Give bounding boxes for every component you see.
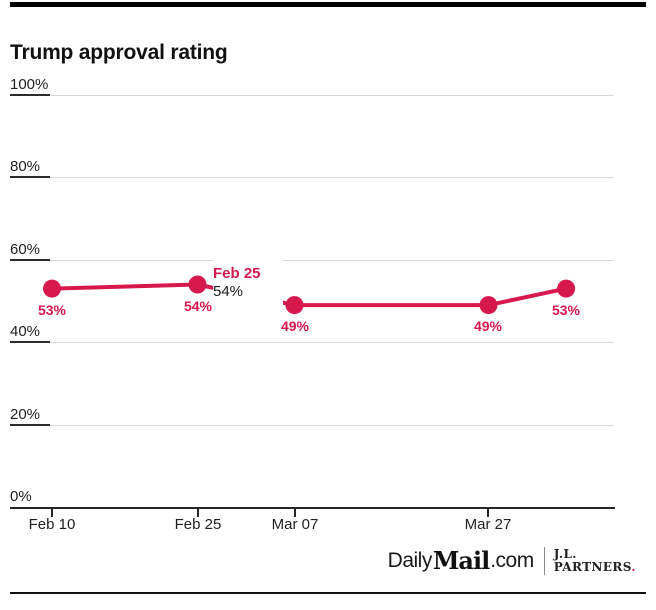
point-value-label-4: 53% [551, 302, 581, 318]
y-axis-label-60: 60% [10, 241, 41, 258]
jl-partners-line2: PARTNERS [553, 559, 632, 574]
data-point-mar-07[interactable] [285, 296, 304, 315]
gridline-100 [10, 95, 614, 96]
y-axis-label-20: 20% [10, 406, 41, 423]
y-tick-mark-60 [10, 259, 50, 261]
tooltip: Feb 25 54% [213, 252, 283, 310]
x-axis-label-feb-10: Feb 10 [28, 516, 76, 533]
x-tick-mark-1 [197, 508, 199, 517]
page-title: Trump approval rating [10, 41, 228, 65]
x-tick-mark-3 [487, 508, 489, 517]
x-tick-mark-0 [51, 508, 53, 517]
gridline-20 [10, 425, 614, 426]
tooltip-date-label: Feb 25 [213, 265, 261, 282]
y-axis-label-0: 0% [10, 488, 32, 505]
data-point-mar-27[interactable] [479, 296, 498, 315]
x-axis-label-feb-25: Feb 25 [174, 516, 222, 533]
y-axis-label-100: 100% [10, 76, 49, 93]
data-point-feb-25[interactable] [188, 275, 207, 294]
footer-branding: Daily Mail .com J.L. PARTNERS. [388, 546, 636, 575]
x-tick-mark-2 [294, 508, 296, 517]
dailymail-logo-mail: Mail [432, 546, 490, 575]
data-point-4[interactable] [557, 279, 576, 298]
y-axis-label-40: 40% [10, 323, 41, 340]
gridline-60 [10, 260, 614, 261]
point-value-label-0: 53% [37, 302, 67, 318]
y-axis-label-80: 80% [10, 158, 41, 175]
data-point-feb-10[interactable] [43, 279, 61, 298]
bottom-border-rule [10, 592, 646, 594]
dailymail-logo-dotcom: .com [490, 548, 534, 572]
point-value-label-3: 49% [473, 318, 503, 334]
x-axis-line [10, 507, 615, 509]
point-value-label-2: 49% [280, 318, 310, 334]
y-tick-mark-40 [10, 341, 50, 343]
x-axis-label-mar-27: Mar 27 [464, 516, 512, 533]
y-tick-mark-80 [10, 176, 50, 178]
gridline-40 [10, 342, 614, 343]
jl-partners-logo: J.L. PARTNERS. [553, 546, 636, 574]
jl-partners-red-period: . [631, 559, 636, 574]
top-border-bar [10, 2, 646, 7]
tooltip-value-label: 54% [213, 283, 244, 300]
footer-divider [543, 546, 545, 575]
x-axis-label-mar-07: Mar 07 [271, 516, 319, 533]
gridline-80 [10, 177, 614, 178]
jl-partners-line1: J.L. [553, 546, 577, 561]
dailymail-logo-daily: Daily [387, 548, 433, 572]
y-tick-mark-20 [10, 424, 50, 426]
y-tick-mark-100 [10, 94, 50, 96]
